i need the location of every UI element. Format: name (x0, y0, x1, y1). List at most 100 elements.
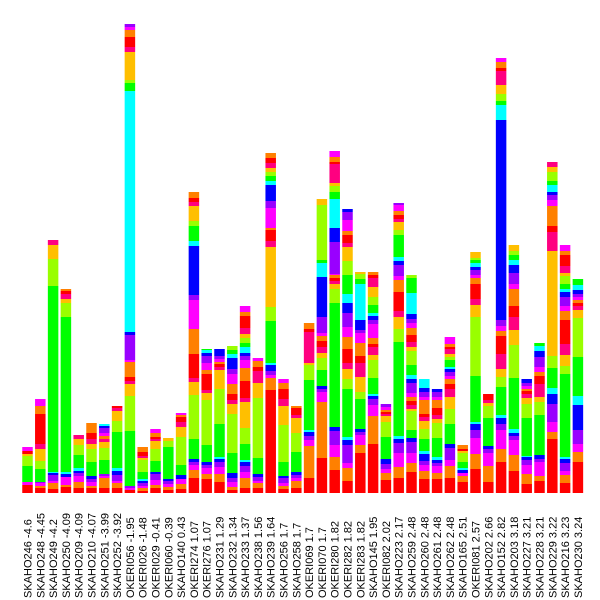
bar-segment (137, 481, 148, 483)
x-tick-label: OKERI069 1.7 (304, 527, 316, 598)
bar-segment (99, 424, 110, 426)
bar-segment (188, 206, 200, 221)
x-tick-label: SKAHO228 3.21 (535, 517, 547, 598)
bar-segment (534, 376, 545, 384)
bar-segment (60, 289, 72, 291)
bar-segment (521, 474, 532, 484)
bar-segment (99, 460, 110, 474)
bar-segment (547, 206, 558, 226)
bar-segment (278, 399, 289, 406)
bar-segment (99, 448, 110, 460)
bar-segment (227, 346, 238, 350)
bar-segment (444, 349, 456, 354)
bar-segment (342, 445, 353, 463)
bar-segment (265, 158, 276, 163)
bar-segment (406, 438, 417, 442)
bar-segment (521, 383, 532, 386)
bar-segment (444, 357, 456, 360)
bar-segment (419, 392, 430, 397)
bar-segment (380, 437, 392, 459)
bar-segment (342, 231, 353, 235)
bar-segment (559, 374, 571, 457)
bar-segment (175, 475, 187, 479)
bar-segment (163, 441, 174, 447)
bar-segment (124, 381, 136, 384)
bar-segment (163, 447, 174, 479)
bar-segment (342, 220, 353, 231)
bar-segment (470, 270, 481, 275)
bar-segment (47, 240, 59, 245)
bar-segment (380, 464, 392, 469)
bar-segment (227, 358, 238, 369)
bar-segment (47, 473, 59, 475)
bar-segment (342, 313, 353, 327)
bar-segment (367, 287, 379, 297)
bar-segment (470, 263, 481, 267)
bar-segment (470, 260, 481, 263)
bar-segment (406, 405, 417, 409)
x-tick-labels: SKAHO246 -4.6 SKAHO248 -4.45 SKAHO249 -4.2… (23, 513, 585, 598)
bar-segment (342, 212, 353, 220)
bar-segment (342, 389, 353, 437)
bar-segment (355, 272, 366, 274)
bar-segment (86, 482, 97, 486)
bar-segment (303, 380, 315, 430)
bar-segment (419, 417, 430, 421)
bar-segment (137, 456, 148, 458)
bar-segment (470, 275, 481, 278)
bar-segment (406, 375, 417, 379)
bar-segment (214, 462, 225, 467)
bar-segment (495, 105, 507, 120)
bar-segment (239, 360, 251, 368)
bar-segment (252, 481, 264, 483)
bar-segment (547, 232, 558, 251)
bar-segment (239, 472, 251, 478)
bar-segment (22, 447, 33, 451)
bar-segment (470, 454, 481, 469)
bar-segment (419, 421, 430, 429)
bar-segment (86, 423, 97, 433)
bar-segment (419, 465, 430, 471)
bar-segment (188, 470, 200, 478)
bar-segment (406, 278, 417, 293)
bar-segment (111, 483, 123, 488)
x-tick-label: SKAHO239 1.64 (266, 517, 278, 598)
bar-segment (22, 454, 33, 456)
bar-segment (367, 316, 379, 320)
bar-segment (342, 349, 353, 363)
bar-segment (406, 463, 417, 472)
bar-segment (316, 199, 328, 205)
bar-segment (35, 444, 46, 449)
bar-segment (367, 416, 379, 444)
bar-segment (278, 389, 289, 399)
bar-segment (470, 430, 481, 438)
bar-segment (559, 245, 571, 251)
bar-segment (124, 486, 136, 488)
bar-segment (303, 446, 315, 478)
bar-segment (278, 489, 289, 493)
bar-segment (559, 297, 571, 306)
bar-segment (495, 377, 507, 387)
bar-segment (470, 438, 481, 454)
bar-segment (329, 157, 340, 162)
bar-segment (60, 317, 72, 472)
bar-segment (137, 458, 148, 460)
bar-segment (431, 457, 443, 460)
bar-segment (35, 406, 46, 414)
bar-segment (406, 453, 417, 463)
bar-segment (406, 347, 417, 351)
bar-segment (214, 482, 225, 493)
bar-segment (35, 486, 46, 488)
bar-segment (521, 456, 532, 457)
bar-segment (495, 85, 507, 94)
bar-segment (163, 481, 174, 484)
bar-segment (457, 462, 468, 468)
x-tick-label: OKERI274 1.07 (189, 521, 201, 598)
bar-segment (239, 402, 251, 428)
bar-segment (508, 436, 520, 440)
bar-segment (380, 480, 392, 493)
bar-segment (124, 488, 136, 490)
bar-segment (419, 388, 430, 392)
bar-segment (22, 485, 33, 493)
